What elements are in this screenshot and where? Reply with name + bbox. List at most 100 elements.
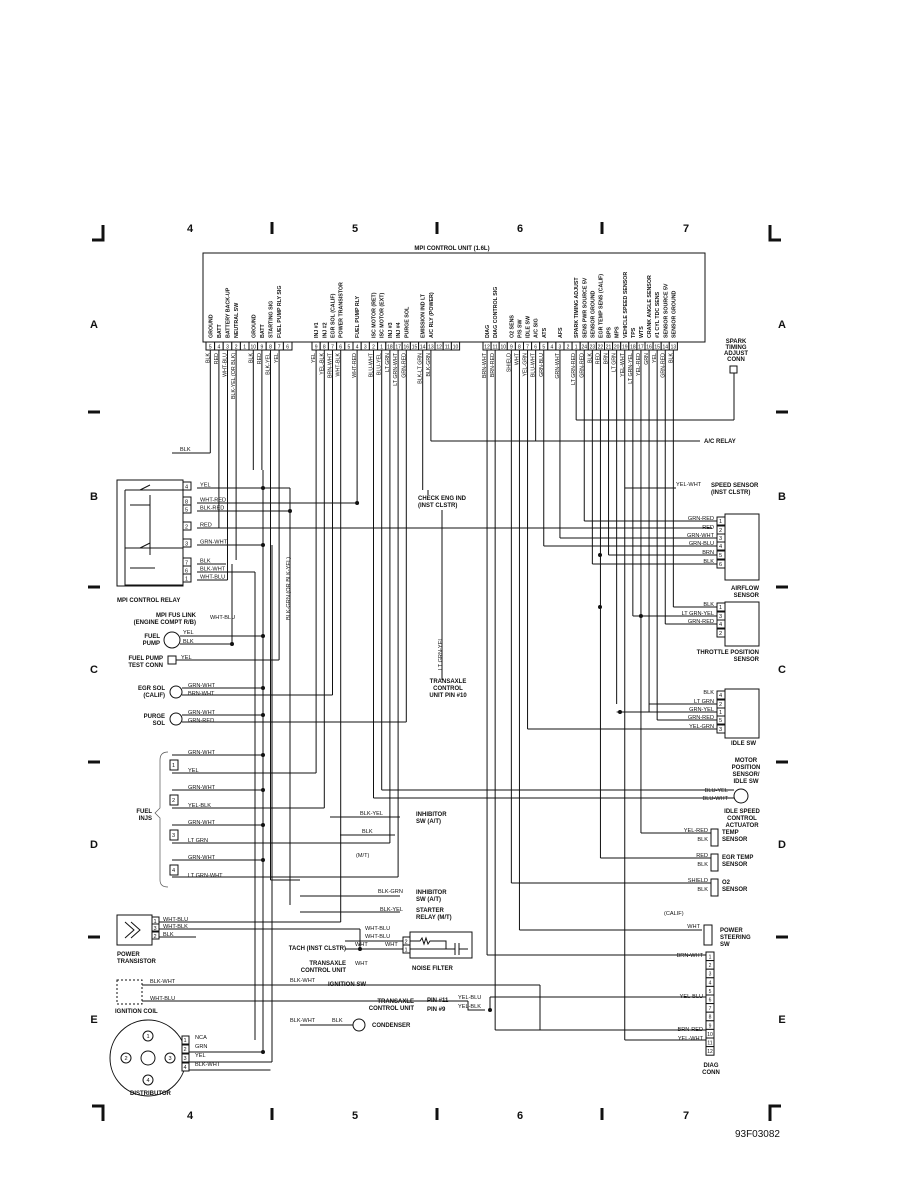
- condenser-label: CONDENSER: [372, 1023, 411, 1029]
- wire-label: GRN-WHT: [200, 540, 228, 546]
- wire-label: WHT-BLU: [163, 917, 188, 923]
- pin-number: 1: [185, 577, 188, 583]
- starter-relay-label: RELAY (M/T): [416, 915, 452, 921]
- pin-number: 13: [428, 345, 434, 351]
- noise-filter: [409, 931, 473, 959]
- pin-number: 11: [445, 345, 450, 351]
- pin-number: 1: [154, 919, 157, 925]
- pin-number: 1: [405, 948, 408, 954]
- column-label: 6: [517, 223, 523, 235]
- pin-number: 22: [598, 345, 604, 351]
- speed-sensor-label: (INST CLSTR): [711, 490, 750, 496]
- pin-number: 2: [184, 1047, 187, 1053]
- tps-label: THROTTLE POSITION: [697, 650, 759, 656]
- pin-signal-label: CRANK ANGLE SENSOR: [647, 275, 653, 338]
- transaxle-label: TRANSAXLE: [377, 999, 414, 1005]
- pin-signal-label: GROUND: [251, 314, 257, 338]
- pin-number: 4: [185, 485, 188, 491]
- pin-number: 4: [719, 544, 722, 550]
- relay-internals: [124, 484, 183, 586]
- distributor-pin: [181, 1053, 190, 1063]
- pin-number: 8: [269, 345, 272, 351]
- test-conn-label: TEST CONN: [128, 663, 163, 669]
- egr-sol-label: (CALIF): [143, 693, 165, 699]
- isc-actuator-symbol: [733, 788, 749, 804]
- pin-signal-label: SENSOR GROUND: [590, 290, 596, 338]
- pin-signal-label: SENS PWR SOURCE 5V: [582, 277, 588, 338]
- pin-wire-label: BRN-WHT: [482, 352, 488, 378]
- splice-dot: [261, 753, 265, 757]
- control-unit-title: MPI CONTROL UNIT (1.6L): [414, 246, 489, 252]
- terminal-number: 1: [146, 1034, 149, 1040]
- pin-signal-label: BATT: [260, 324, 266, 338]
- wire-label: WHT-BLU: [365, 926, 390, 932]
- wire-label: BLK-YEL: [360, 811, 383, 817]
- column-label: 6: [517, 1110, 523, 1122]
- injector-number: 4: [172, 868, 175, 874]
- relay-pin: [182, 521, 192, 531]
- grid-dash: [88, 935, 100, 939]
- pin-signal-label: INJ #1: [314, 322, 320, 338]
- mpi-control-unit-box: [202, 252, 706, 343]
- wire-label: BLK: [200, 559, 211, 565]
- pin-number: 3: [364, 345, 367, 351]
- injector: [169, 759, 179, 771]
- mps-pins: 4 BLK 2 LT GRN 1 GRN-YEL 5 GRN-RED 3 YEL-GRN: [688, 690, 726, 734]
- wire-label: YEL-BLU: [680, 994, 703, 1000]
- wire-label: WHT-BLK: [163, 924, 188, 930]
- power-transistor-pins: 1 WHT-BLU 3 WHT-BLK 2 BLK: [151, 916, 188, 940]
- purge-sol-label: SOL: [153, 721, 166, 727]
- mps-label: POSITION: [732, 765, 761, 771]
- connector-pin: [716, 516, 726, 526]
- distributor-terminals: 1 2 3 4 1 NCA 2 GRN 3 YEL 4 BLK-WHT: [120, 1030, 221, 1086]
- pin-wire-label: WHT-BLU: [223, 353, 229, 377]
- calif-label: (CALIF): [664, 911, 684, 917]
- pin-number: 4: [356, 345, 359, 351]
- pin-number: 11: [493, 345, 498, 351]
- pin-number: 8: [709, 1015, 712, 1021]
- isc-label: ACTUATOR: [725, 823, 759, 829]
- pin-number: 9: [261, 345, 264, 351]
- ignition-sw-label: IGNITION SW: [328, 982, 366, 988]
- pin-wire-label: LT GRN-WHT: [393, 352, 399, 386]
- mps-label: IDLE SW: [734, 779, 759, 785]
- wire-label: BLK: [697, 837, 708, 843]
- egr-sol-symbol: [169, 685, 183, 699]
- pin-number: 8: [518, 345, 521, 351]
- pin-signal-label: INJ #2: [322, 322, 328, 338]
- transaxle-label: CONTROL UNIT: [301, 968, 347, 974]
- wire-label: YEL-RED: [684, 828, 708, 834]
- grid-dash: [776, 935, 788, 939]
- pin-number: 2: [235, 345, 238, 351]
- pin-number: 14: [662, 345, 668, 351]
- wire-label: WHT: [355, 961, 368, 967]
- mps-label: MOTOR: [735, 758, 758, 764]
- figure-id: 93F03082: [735, 1129, 780, 1140]
- pin-signal-label: VEHICLE SPEED SENSOR: [623, 272, 629, 338]
- relay-pin: [182, 538, 192, 548]
- injector-number: 3: [172, 833, 175, 839]
- column-label: 7: [683, 223, 689, 235]
- row-label: E: [90, 1014, 97, 1026]
- pin-signal-label: TPS: [631, 327, 637, 338]
- connector-pin: [716, 541, 726, 551]
- row-label: C: [778, 664, 786, 676]
- transaxle-label: TRANSAXLE: [309, 961, 346, 967]
- injector-number: 1: [172, 763, 175, 769]
- wire-label: LT GRN-YEL: [438, 638, 444, 670]
- fuel-injs-brace: [154, 751, 169, 888]
- pin-wire-label: YEL-RED: [636, 353, 642, 376]
- pin-number: 3: [709, 972, 712, 978]
- pin-wire-label: BLU-WHT: [531, 352, 537, 377]
- pin-signal-label: WTS: [639, 326, 645, 338]
- egr-sol-label: EGR SOL: [138, 686, 165, 692]
- wire-label: BLK: [697, 887, 708, 893]
- pin-number: 3: [185, 542, 188, 548]
- pin-wire-label: YEL-GRN: [523, 353, 529, 377]
- ignition-coil: [116, 979, 143, 1005]
- row-label: D: [90, 839, 98, 851]
- wire-label: GRN-YEL: [689, 707, 714, 713]
- pin-number: 2: [567, 345, 570, 351]
- row-label: D: [778, 839, 786, 851]
- condenser-symbol: [352, 1018, 366, 1032]
